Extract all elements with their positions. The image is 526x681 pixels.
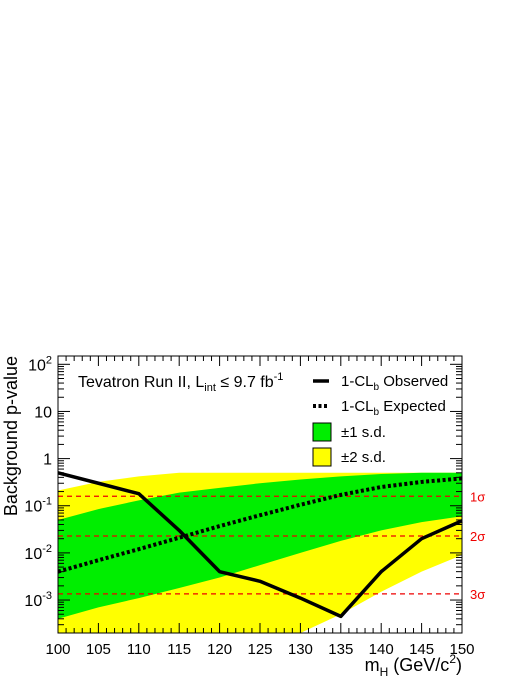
series-expected bbox=[57, 476, 463, 574]
x-axis-label: mH (GeV/c2) bbox=[365, 652, 462, 679]
x-tick-label-105: 105 bbox=[86, 641, 111, 658]
x-tick-label-100: 100 bbox=[45, 641, 70, 658]
run-annotation: Tevatron Run II, Lint ≤ 9.7 fb-1 bbox=[78, 371, 283, 394]
legend-label-band1: ±1 s.d. bbox=[341, 424, 386, 441]
sigma-label-1: 1σ bbox=[470, 489, 485, 504]
annotation-prefix: Tevatron Run II, L bbox=[78, 374, 204, 391]
legend-swatch-band2 bbox=[312, 447, 332, 467]
series-observed bbox=[57, 471, 463, 619]
x-tick-label-120: 120 bbox=[207, 641, 232, 658]
x-axis-label-units-post: ) bbox=[456, 655, 462, 675]
legend-label-pre: 1-CL bbox=[341, 398, 374, 415]
y-axis-label: Background p-value bbox=[1, 356, 21, 516]
y-tick-label-0.01: 10-2 bbox=[24, 543, 52, 563]
x-tick-label-140: 140 bbox=[369, 641, 394, 658]
x-tick-label-145: 145 bbox=[409, 641, 434, 658]
y-tick-label-exponent: 2 bbox=[46, 354, 52, 366]
annotation-sup: -1 bbox=[274, 371, 284, 383]
annotation-sub: int bbox=[204, 382, 216, 394]
legend-label-sub: b bbox=[374, 407, 380, 418]
legend-label-band2: ±2 s.d. bbox=[341, 449, 386, 466]
x-tick-label-130: 130 bbox=[288, 641, 313, 658]
x-axis-label-units-pre: (GeV/c bbox=[388, 655, 449, 675]
significance-lines: 1σ 2σ 3σ bbox=[58, 489, 485, 602]
legend-label-sub: b bbox=[374, 382, 380, 393]
x-tick-label-110: 110 bbox=[127, 641, 151, 658]
y-tick-label-base: 1 bbox=[43, 452, 52, 469]
y-tick-label-base: 10 bbox=[24, 593, 42, 610]
x-axis-label-units-sup: 2 bbox=[449, 652, 456, 666]
legend-label-post: Expected bbox=[379, 398, 446, 415]
sigma-label-3: 3σ bbox=[470, 587, 485, 602]
y-tick-label-1: 1 bbox=[43, 452, 52, 469]
y-tick-label-base: 10 bbox=[34, 404, 52, 421]
legend-label-post: Observed bbox=[379, 373, 448, 390]
legend-label-observed: 1-CLb Observed bbox=[341, 373, 448, 393]
axis-ticks: 100 105 110 115 120 125 130 135 140 145 1501021011… bbox=[24, 354, 474, 658]
x-tick-label-150: 150 bbox=[449, 641, 474, 658]
y-tick-label-exponent: -3 bbox=[42, 590, 52, 602]
x-tick-label-135: 135 bbox=[328, 641, 353, 658]
y-tick-label-100: 102 bbox=[28, 354, 52, 374]
legend-label-pre: 1-CL bbox=[341, 373, 374, 390]
y-tick-label-base: 10 bbox=[24, 546, 42, 563]
sigma-label-2: 2σ bbox=[470, 529, 485, 544]
y-tick-label-exponent: -1 bbox=[42, 496, 52, 508]
x-tick-label-115: 115 bbox=[167, 641, 191, 658]
y-tick-label-base: 10 bbox=[24, 499, 42, 516]
y-tick-label-0.1: 10-1 bbox=[24, 496, 52, 516]
x-tick-label-125: 125 bbox=[247, 641, 272, 658]
y-tick-label-0.001: 10-3 bbox=[24, 590, 52, 610]
y-tick-label-10: 10 bbox=[34, 404, 52, 421]
legend-label-expected: 1-CLb Expected bbox=[341, 398, 446, 418]
annotation-middle: ≤ 9.7 fb bbox=[216, 374, 274, 391]
legend-swatch-band1 bbox=[312, 422, 332, 442]
y-tick-label-exponent: -2 bbox=[42, 543, 52, 555]
x-axis-label-main: m bbox=[365, 655, 380, 675]
y-tick-label-base: 10 bbox=[28, 357, 46, 374]
band-band1 bbox=[58, 472, 462, 619]
x-axis-label-sub: H bbox=[380, 665, 389, 679]
data-series bbox=[57, 471, 463, 619]
